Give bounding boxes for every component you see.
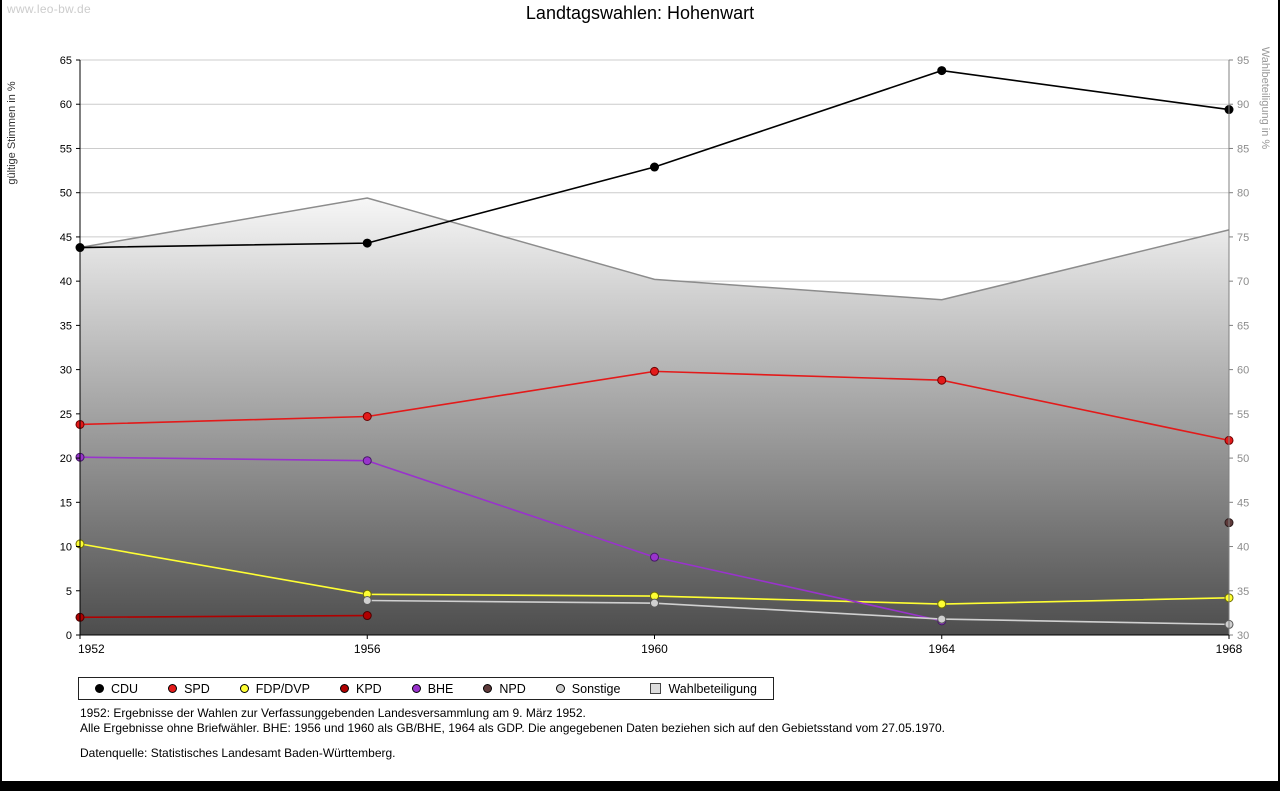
series-spd-point bbox=[362, 412, 372, 421]
right-tick-label: 35 bbox=[1237, 586, 1249, 598]
legend-label: KPD bbox=[355, 681, 382, 696]
legend-item-spd: SPD bbox=[168, 682, 210, 696]
left-tick-label: 25 bbox=[60, 409, 72, 421]
page-title: Landtagswahlen: Hohenwart bbox=[525, 3, 755, 23]
left-tick-label: 10 bbox=[60, 542, 72, 554]
legend-item-sonstige: Sonstige bbox=[555, 681, 621, 696]
series-kpd-point bbox=[362, 611, 372, 621]
legend-marker-icon bbox=[411, 684, 421, 693]
right-tick-label: 65 bbox=[1237, 320, 1249, 332]
footnote-source: Datenquelle: Statistisches Landesamt Bad… bbox=[80, 746, 396, 760]
frame-border-bottom bbox=[0, 781, 1280, 791]
series-bhe-line bbox=[79, 456, 942, 622]
legend-label: NPD bbox=[499, 681, 526, 696]
legend-label: BHE bbox=[427, 681, 454, 696]
left-tick-label: 65 bbox=[60, 55, 72, 67]
footnotes: 1952: Ergebnisse der Wahlen zur Verfassu… bbox=[80, 706, 945, 761]
left-axis-title: gültige Stimmen in % bbox=[6, 81, 18, 185]
series-cdu-point bbox=[937, 66, 947, 76]
chart-canvas: 0 5 10 15 20 25 30 35 40 45 50 55 60 65 30 35 40 45 50 55 60… bbox=[6, 47, 1271, 656]
watermark: www.leo-bw.de bbox=[7, 2, 91, 16]
series-cdu-point bbox=[362, 238, 372, 248]
left-tick-label: 40 bbox=[60, 276, 72, 288]
x-tick-label: 1964 bbox=[928, 642, 955, 656]
left-tick-label: 45 bbox=[60, 232, 72, 244]
left-tick-label: 30 bbox=[60, 365, 72, 377]
x-tick-label: 1960 bbox=[641, 642, 668, 656]
left-tick-label: 60 bbox=[60, 99, 72, 111]
wahlbeteiligung-area bbox=[80, 198, 1229, 635]
legend-label: Sonstige bbox=[571, 681, 621, 696]
footnote-line-1: 1952: Ergebnisse der Wahlen zur Verfassu… bbox=[80, 706, 586, 720]
legend-item-fdp-dvp: FDP/DVP bbox=[239, 681, 310, 696]
right-tick-label: 45 bbox=[1237, 497, 1249, 509]
series-sonstige-point bbox=[650, 598, 659, 608]
series-bhe-point bbox=[650, 552, 659, 562]
legend-marker-icon bbox=[168, 684, 178, 693]
legend: CDU SPD FDP/DVP KPD BHE NPD Sonstige Wahlbeteil… bbox=[78, 677, 774, 700]
series-spd-point bbox=[650, 366, 659, 376]
right-tick-label: 30 bbox=[1237, 630, 1249, 642]
left-tick-label: 35 bbox=[60, 320, 72, 332]
wahlbeteiligung-line bbox=[79, 197, 1230, 301]
legend-marker-icon bbox=[483, 684, 493, 693]
legend-item-bhe: BHE bbox=[411, 681, 454, 696]
right-tick-label: 95 bbox=[1237, 55, 1249, 67]
legend-area-swatch bbox=[650, 683, 662, 694]
legend-marker-icon bbox=[239, 684, 249, 693]
right-tick-label: 85 bbox=[1237, 143, 1249, 155]
right-tick-label: 40 bbox=[1237, 542, 1249, 554]
series-sonstige-point bbox=[937, 614, 947, 624]
x-tick-label: 1968 bbox=[1216, 642, 1243, 656]
series-cdu-point bbox=[650, 162, 659, 172]
series-kpd-line bbox=[79, 614, 368, 619]
right-tick-label: 75 bbox=[1237, 232, 1249, 244]
left-tick-label: 0 bbox=[66, 630, 72, 642]
right-tick-label: 90 bbox=[1237, 99, 1249, 111]
frame-border-right bbox=[1278, 0, 1280, 791]
footnote-line-2: Alle Ergebnisse ohne Briefwähler. BHE: 1… bbox=[80, 720, 946, 735]
right-tick-label: 55 bbox=[1237, 409, 1249, 421]
legend-item-cdu: CDU bbox=[95, 682, 138, 696]
series-bhe-point bbox=[362, 456, 372, 466]
x-tick-label: 1956 bbox=[354, 642, 381, 656]
frame-border-left bbox=[0, 0, 2, 791]
left-tick-label: 55 bbox=[60, 143, 72, 155]
legend-marker-icon bbox=[339, 684, 349, 693]
legend-label: SPD bbox=[184, 681, 210, 696]
legend-label: FDP/DVP bbox=[255, 681, 310, 696]
series-spd-point bbox=[937, 375, 947, 385]
left-tick-label: 15 bbox=[60, 497, 72, 509]
series-sonstige-line bbox=[367, 599, 1230, 626]
left-tick-label: 50 bbox=[60, 188, 72, 200]
left-tick-label: 20 bbox=[60, 453, 72, 465]
right-tick-label: 80 bbox=[1237, 188, 1249, 200]
legend-item-kpd: KPD bbox=[339, 681, 382, 696]
right-axis-title: Wahlbeteiligung in % bbox=[1259, 47, 1271, 150]
right-tick-label: 50 bbox=[1237, 453, 1249, 465]
series-fdp-dvp-point bbox=[937, 599, 947, 609]
series-sonstige bbox=[362, 596, 1234, 629]
series-sonstige-point bbox=[362, 596, 372, 605]
legend-label: Wahlbeteiligung bbox=[668, 681, 757, 696]
left-tick-label: 5 bbox=[66, 586, 72, 598]
legend-item-wahlbeteiligung: Wahlbeteiligung bbox=[650, 681, 757, 696]
legend-item-npd: NPD bbox=[483, 681, 526, 696]
right-tick-label: 60 bbox=[1237, 365, 1249, 377]
legend-label: CDU bbox=[111, 681, 139, 696]
right-tick-label: 70 bbox=[1237, 276, 1249, 288]
legend-marker-icon bbox=[95, 684, 104, 693]
x-tick-label: 1952 bbox=[78, 642, 105, 656]
legend-marker-icon bbox=[555, 684, 565, 693]
